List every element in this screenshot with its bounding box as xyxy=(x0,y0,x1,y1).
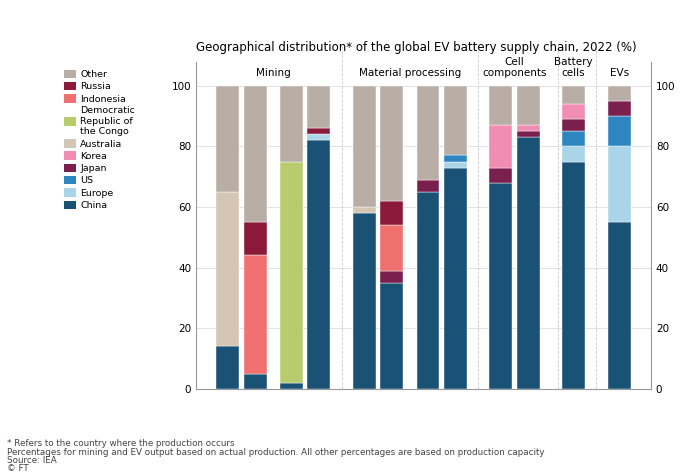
Bar xyxy=(489,183,512,389)
Bar xyxy=(416,180,440,192)
Bar xyxy=(562,131,585,146)
Bar xyxy=(380,86,403,201)
Bar xyxy=(216,346,239,389)
Bar xyxy=(608,101,631,116)
Bar xyxy=(216,86,239,192)
Text: © FT: © FT xyxy=(7,464,29,473)
Bar xyxy=(608,146,631,222)
Bar xyxy=(444,168,467,389)
Text: * Refers to the country where the production occurs: * Refers to the country where the produc… xyxy=(7,439,234,448)
Text: Cell
components: Cell components xyxy=(482,57,547,78)
Text: EVs: EVs xyxy=(610,68,629,78)
Bar xyxy=(380,283,403,389)
Bar xyxy=(517,131,540,137)
Bar xyxy=(444,86,467,155)
Bar xyxy=(353,207,376,213)
Bar xyxy=(307,140,330,389)
Bar xyxy=(244,255,267,374)
Bar xyxy=(608,222,631,389)
Text: Source: IEA: Source: IEA xyxy=(7,456,57,465)
Text: Geographical distribution* of the global EV battery supply chain, 2022 (%): Geographical distribution* of the global… xyxy=(196,40,636,54)
Bar xyxy=(380,271,403,283)
Bar xyxy=(562,119,585,131)
Bar xyxy=(489,86,512,125)
Bar xyxy=(562,104,585,119)
Bar xyxy=(489,125,512,168)
Bar xyxy=(380,225,403,271)
Bar xyxy=(562,86,585,104)
Bar xyxy=(280,162,303,383)
Bar xyxy=(307,86,330,128)
Bar xyxy=(353,86,376,207)
Bar xyxy=(280,86,303,162)
Bar xyxy=(307,128,330,134)
Bar xyxy=(380,201,403,225)
Text: Mining: Mining xyxy=(256,68,290,78)
Bar xyxy=(416,86,440,180)
Bar xyxy=(608,86,631,101)
Bar xyxy=(562,162,585,389)
Bar xyxy=(444,162,467,168)
Bar xyxy=(517,137,540,389)
Bar xyxy=(216,192,239,346)
Bar xyxy=(244,222,267,255)
Bar xyxy=(444,155,467,162)
Bar xyxy=(307,134,330,140)
Bar xyxy=(517,125,540,131)
Text: Material processing: Material processing xyxy=(358,68,461,78)
Bar xyxy=(562,146,585,162)
Bar xyxy=(244,374,267,389)
Bar xyxy=(353,213,376,389)
Bar xyxy=(608,116,631,146)
Legend: Other, Russia, Indonesia, Democratic
Republic of
the Congo, Australia, Korea, Ja: Other, Russia, Indonesia, Democratic Rep… xyxy=(64,70,135,210)
Bar xyxy=(416,192,440,389)
Bar xyxy=(244,86,267,222)
Bar xyxy=(280,383,303,389)
Text: Battery
cells: Battery cells xyxy=(554,57,593,78)
Text: Percentages for mining and EV output based on actual production. All other perce: Percentages for mining and EV output bas… xyxy=(7,448,545,457)
Bar xyxy=(489,168,512,183)
Bar xyxy=(517,86,540,125)
